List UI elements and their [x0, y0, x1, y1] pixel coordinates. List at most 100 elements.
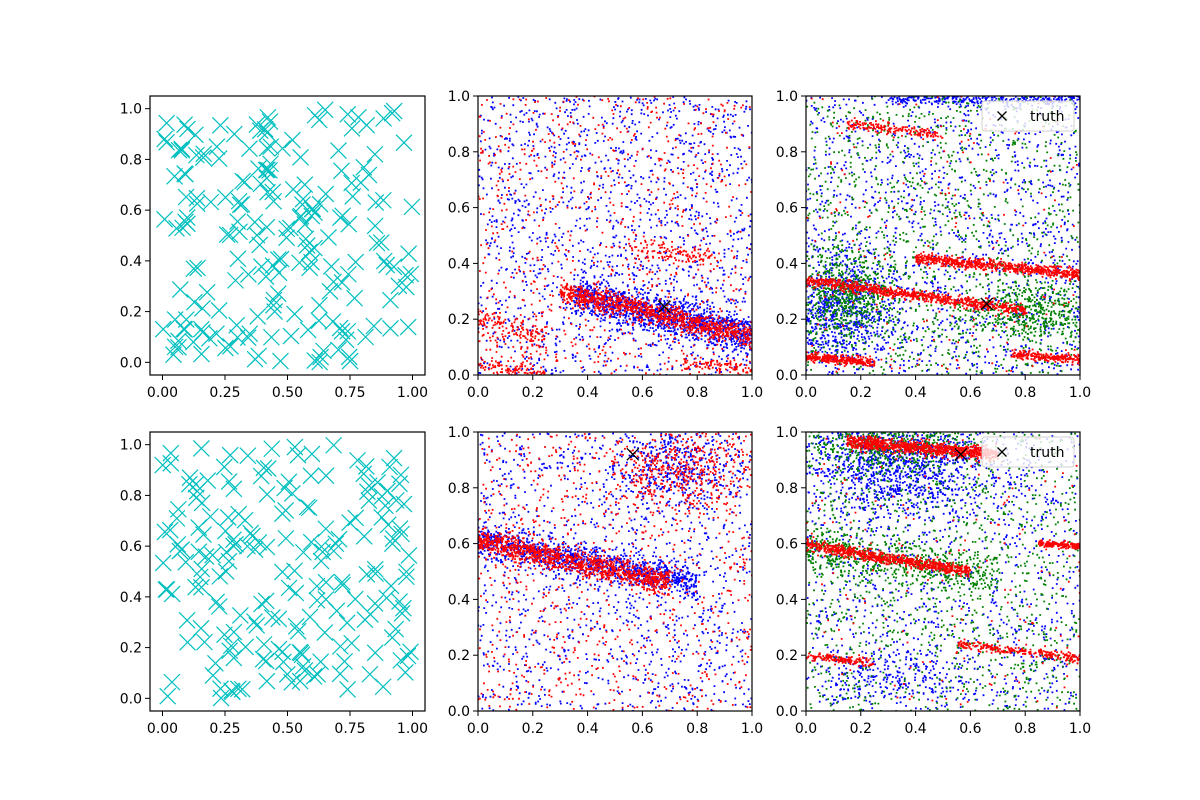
- subplot-row1-col2: 0.0 0.2 0.4 0.6 0.8 1.0 0.0 0.2 0.4 0.6 0.8 1.0: [448, 89, 763, 401]
- x-tick-label: 0.8: [1014, 385, 1036, 401]
- legend-x-icon: [997, 111, 1007, 121]
- marker-point: [244, 527, 261, 545]
- x-tick-label: 0.2: [522, 385, 544, 401]
- y-tick-label: 0.6: [776, 537, 798, 553]
- marker-point: [332, 209, 349, 227]
- x-tick-label: 1.00: [397, 385, 428, 401]
- marker-point: [274, 139, 291, 157]
- marker-point: [173, 141, 191, 159]
- marker-point: [240, 266, 257, 283]
- marker-point: [208, 138, 226, 156]
- marker-point: [277, 529, 295, 547]
- marker-point: [204, 546, 222, 564]
- marker-point: [217, 522, 234, 540]
- marker-point: [229, 250, 247, 268]
- marker-point: [158, 114, 176, 132]
- marker-point: [397, 563, 415, 581]
- marker-point: [187, 578, 204, 596]
- marker-point: [346, 590, 364, 608]
- y-tick-label: 0.0: [776, 368, 798, 384]
- marker-point: [367, 565, 384, 582]
- marker-point: [239, 447, 257, 465]
- legend-box: [981, 100, 1075, 132]
- marker-point: [185, 260, 203, 278]
- x-tick-label: 0.2: [850, 385, 872, 401]
- marker-point: [179, 120, 196, 138]
- marker-point: [156, 130, 174, 148]
- marker-point: [237, 638, 255, 656]
- marker-point: [255, 635, 273, 653]
- marker-point: [179, 633, 196, 651]
- marker-point: [193, 494, 211, 512]
- marker-point: [265, 192, 283, 210]
- marker-point: [212, 689, 230, 707]
- marker-point: [250, 160, 267, 177]
- marker-point: [257, 652, 275, 670]
- marker-point: [392, 466, 410, 484]
- marker-point: [382, 319, 399, 337]
- marker-point: [194, 299, 211, 317]
- marker-point: [395, 134, 413, 152]
- marker-point: [340, 215, 358, 233]
- marker-point: [284, 180, 302, 198]
- marker-point: [369, 473, 387, 491]
- marker-point: [193, 578, 210, 596]
- marker-point: [297, 230, 315, 248]
- marker-point: [357, 328, 375, 346]
- legend-x-icon: [997, 447, 1007, 457]
- marker-point: [236, 173, 254, 191]
- marker-point: [390, 277, 408, 295]
- marker-point: [154, 456, 172, 474]
- marker-point: [215, 458, 233, 476]
- marker-point: [187, 146, 205, 164]
- marker-point: [221, 446, 239, 464]
- marker-point: [385, 258, 403, 276]
- marker-point: [169, 332, 187, 350]
- y-tick-label: 0.0: [776, 704, 798, 720]
- marker-point: [229, 213, 247, 231]
- marker-point: [178, 209, 196, 227]
- marker-point: [188, 189, 206, 207]
- truth-marker: [626, 447, 640, 461]
- plot-area: [806, 432, 1080, 711]
- marker-point: [241, 325, 259, 343]
- marker-point: [173, 140, 191, 158]
- dot-points: [806, 96, 1080, 373]
- marker-point: [177, 165, 194, 183]
- marker-point: [230, 192, 248, 210]
- marker-point: [355, 527, 373, 545]
- marker-point: [217, 562, 235, 580]
- marker-point: [262, 138, 280, 156]
- marker-point: [272, 250, 290, 268]
- marker-point: [258, 124, 276, 142]
- plot-area: [478, 432, 752, 711]
- marker-point: [174, 219, 191, 237]
- y-tick-label: 0.0: [448, 368, 470, 384]
- marker-point: [382, 577, 400, 595]
- marker-point: [171, 542, 189, 560]
- marker-point: [184, 333, 202, 351]
- x-tick-label: 0.0: [467, 385, 489, 401]
- truth-marker: [980, 297, 994, 311]
- marker-point: [339, 105, 357, 123]
- marker-point: [334, 576, 351, 594]
- marker-point: [333, 573, 351, 591]
- y-tick-label: 1.0: [448, 425, 470, 441]
- marker-point: [177, 188, 195, 206]
- marker-point: [291, 254, 308, 272]
- marker-point: [253, 595, 270, 613]
- marker-point: [169, 535, 187, 553]
- marker-point: [366, 145, 384, 163]
- marker-point: [399, 318, 417, 336]
- marker-point: [393, 604, 411, 622]
- marker-point: [218, 543, 235, 561]
- marker-point: [190, 543, 208, 561]
- marker-point: [272, 352, 289, 370]
- marker-point: [193, 560, 211, 578]
- y-tick-label: 0.2: [776, 648, 798, 664]
- x-tick-label: 0.4: [904, 721, 926, 737]
- marker-point: [191, 568, 209, 586]
- marker-point: [190, 519, 208, 536]
- y-tick-label: 0.4: [120, 254, 142, 270]
- marker-point: [360, 477, 378, 495]
